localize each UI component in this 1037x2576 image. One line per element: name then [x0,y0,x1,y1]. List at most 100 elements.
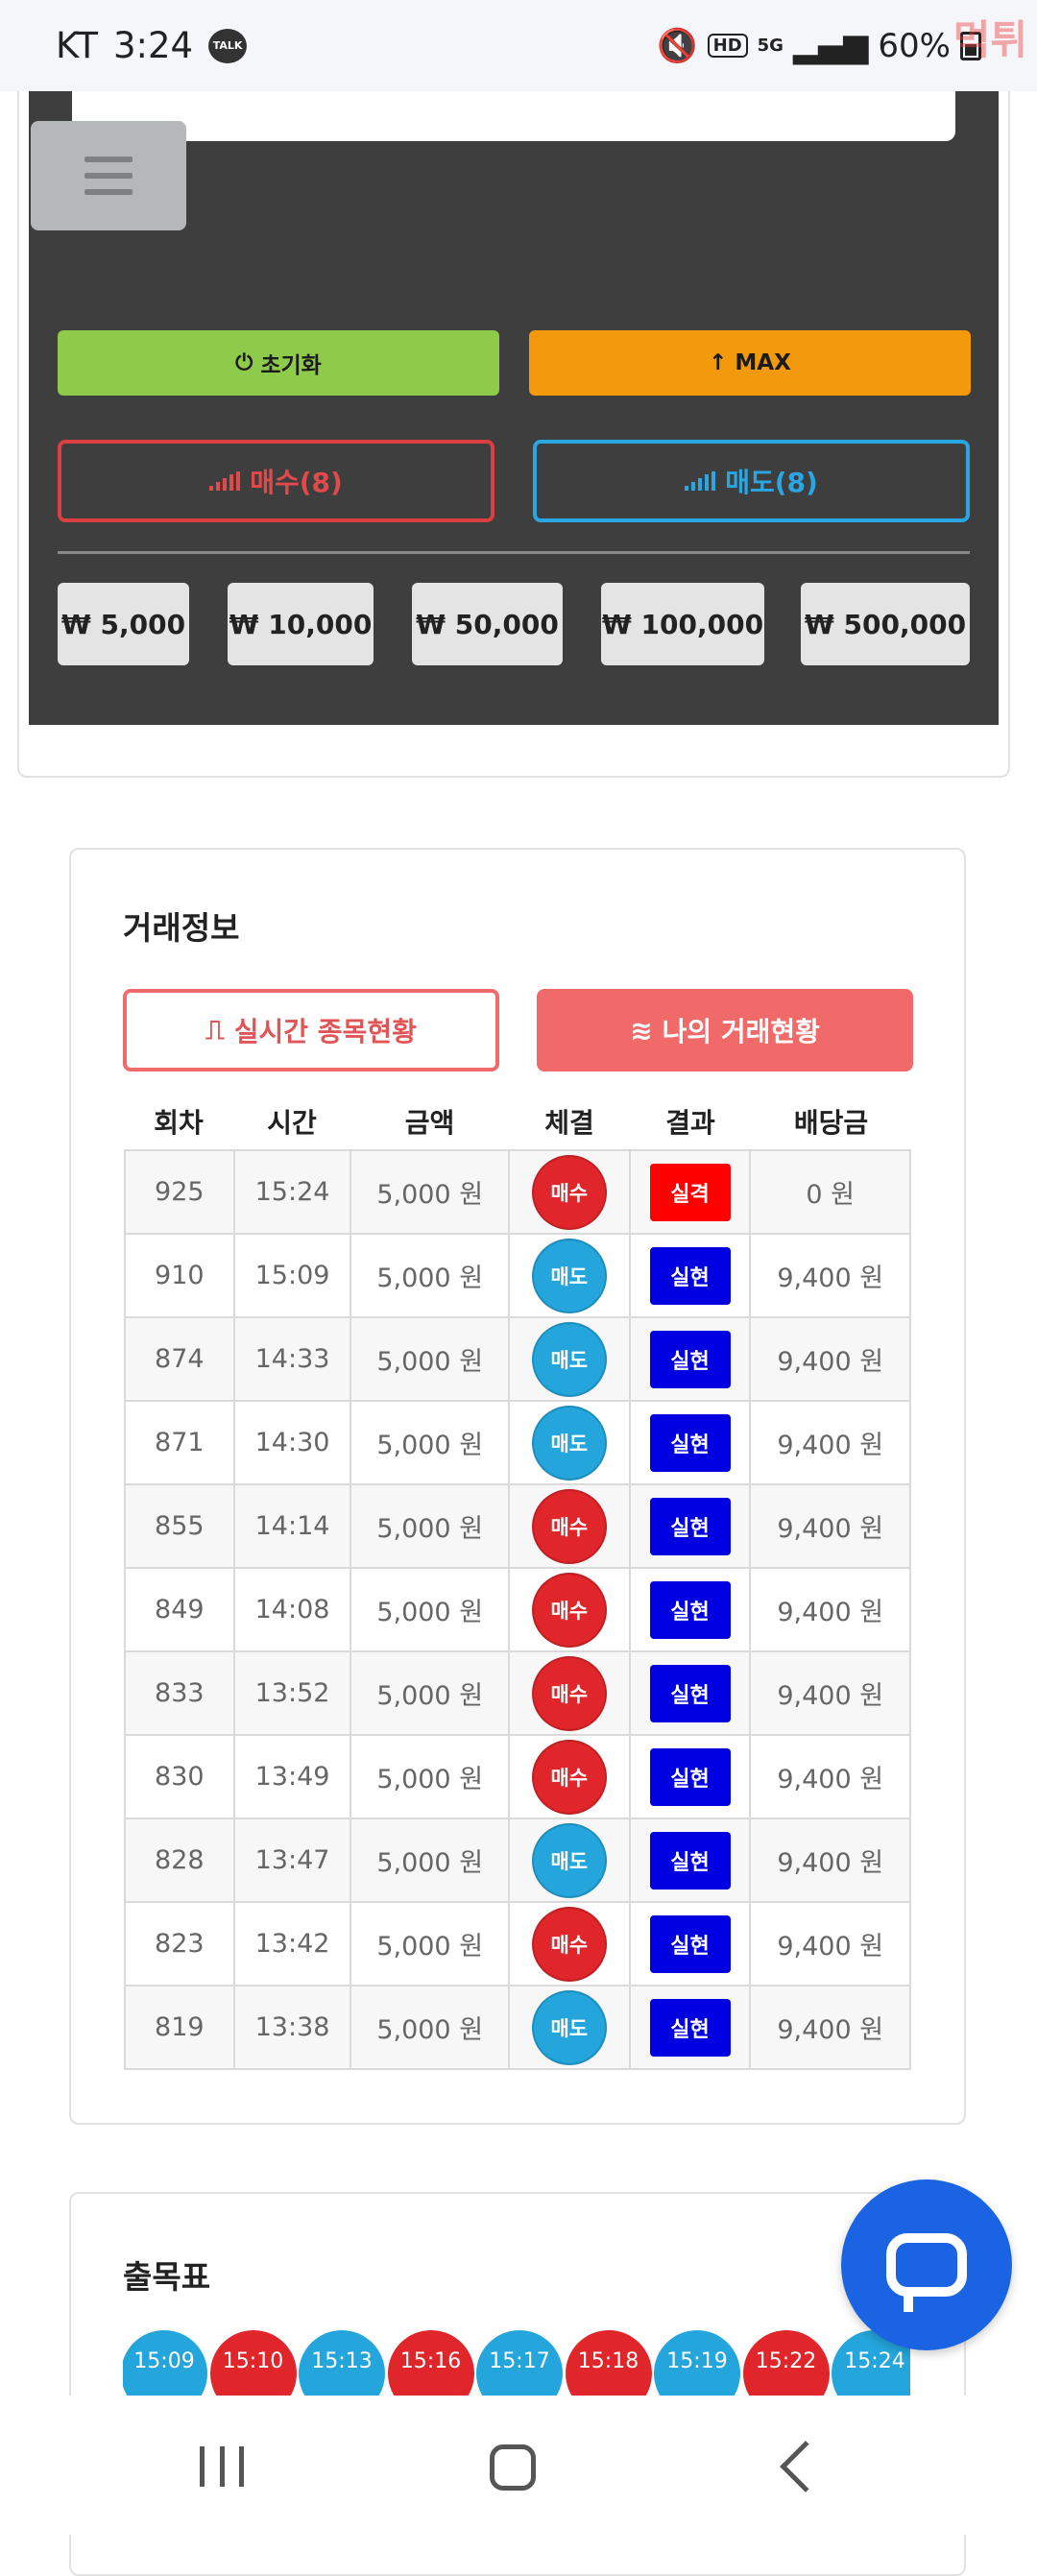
table-row: 830 13:49 5,000 원 매수 실현 9,400 원 [124,1734,911,1819]
result-circle-buy: 15:18 [565,2330,652,2395]
cell-time: 15:24 [232,1149,352,1235]
cell-payout: 9,400 원 [749,1650,911,1736]
cell-side: 매도 [507,1818,631,1903]
cell-round: 925 [124,1149,235,1235]
tab-live-label: 실시간 종목현황 [233,1016,417,1047]
amount-100000-button[interactable]: ₩ 100,000 [601,583,764,665]
battery-percent: 60% [878,26,951,65]
cell-round: 823 [124,1901,235,1986]
side-badge: 매도 [531,1238,607,1313]
result-badge: 실현 [649,1497,731,1555]
column-header-side: 체결 [544,1107,594,1139]
cell-round: 874 [124,1316,235,1402]
amount-500000-button[interactable]: ₩ 500,000 [801,583,970,665]
result-badge: 실현 [649,1747,731,1806]
tab-my-trades[interactable]: ≋ 나의 거래현황 [537,989,913,1071]
result-circle-sell: 15:13 [299,2330,385,2395]
cell-amount: 5,000 원 [350,1818,510,1903]
cell-result: 실현 [628,1567,752,1652]
cell-round: 833 [124,1650,235,1736]
cell-round: 871 [124,1400,235,1485]
side-badge: 매도 [531,1989,607,2065]
cell-time: 14:30 [232,1400,352,1485]
sell-button[interactable]: 매도(8) [533,440,970,522]
cell-payout: 9,400 원 [749,1818,911,1903]
cell-round: 819 [124,1985,235,2070]
cell-time: 13:52 [232,1650,352,1736]
recents-button[interactable] [200,2446,244,2487]
side-badge: 매수 [531,1488,607,1564]
result-circle-buy: 15:16 [387,2330,474,2395]
tab-mine-label: 나의 거래현황 [662,1016,820,1047]
amount-50000-button[interactable]: ₩ 50,000 [412,583,563,665]
buy-button[interactable]: 매수(8) [58,440,494,522]
cell-time: 13:49 [232,1734,352,1819]
table-row: 855 14:14 5,000 원 매수 실현 9,400 원 [124,1483,911,1569]
reset-label: 초기화 [260,353,322,378]
result-badge: 실현 [649,1246,731,1305]
table-row: 819 13:38 5,000 원 매도 실현 9,400 원 [124,1985,911,2070]
cell-amount: 5,000 원 [350,1149,510,1235]
results-title: 출목표 [123,2258,211,2296]
table-row: 874 14:33 5,000 원 매도 실현 9,400 원 [124,1316,911,1402]
reset-button[interactable]: ⏻ 초기화 [58,330,499,396]
trade-info-card [69,848,966,2125]
system-nav-bar [0,2395,1037,2535]
amount-10000-button[interactable]: ₩ 10,000 [228,583,374,665]
trade-control-card [17,91,1010,778]
side-badge: 매도 [531,1321,607,1397]
tab-live-status[interactable]: ⎍ 실시간 종목현황 [123,989,499,1071]
amount-5000-button[interactable]: ₩ 5,000 [58,583,189,665]
cell-side: 매도 [507,1400,631,1485]
pulse-icon: ⎍ [205,1014,225,1046]
trade-info-title: 거래정보 [123,909,240,947]
signal-bars-icon [685,471,716,491]
column-header-round: 회차 [154,1107,204,1139]
cell-result: 실현 [628,1650,752,1736]
result-circle-sell: 15:09 [123,2330,207,2395]
wave-lines-icon: ≋ [630,1014,653,1047]
cell-amount: 5,000 원 [350,1734,510,1819]
result-badge: 실현 [649,1914,731,1973]
cell-result: 실격 [628,1149,752,1235]
cell-time: 13:47 [232,1818,352,1903]
cell-side: 매수 [507,1149,631,1235]
side-badge: 매수 [531,1154,607,1230]
trade-history-table: 925 15:24 5,000 원 매수 실격 0 원 910 15:09 5,000 원 매도 실… [124,1149,911,2070]
table-row: 849 14:08 5,000 원 매수 실현 9,400 원 [124,1567,911,1652]
sell-label: 매도(8) [725,467,818,498]
cell-result: 실현 [628,1734,752,1819]
cell-side: 매도 [507,1985,631,2070]
cell-result: 실현 [628,1985,752,2070]
buy-label: 매수(8) [250,467,343,498]
arrow-up-icon: ↑ [709,350,728,375]
cell-result: 실현 [628,1400,752,1485]
cell-result: 실현 [628,1901,752,1986]
side-badge: 매수 [531,1739,607,1815]
cell-amount: 5,000 원 [350,1567,510,1652]
cell-payout: 9,400 원 [749,1985,911,2070]
table-row: 910 15:09 5,000 원 매도 실현 9,400 원 [124,1233,911,1318]
cell-amount: 5,000 원 [350,1985,510,2070]
cell-side: 매수 [507,1567,631,1652]
home-button[interactable] [490,2444,536,2491]
cell-amount: 5,000 원 [350,1233,510,1318]
result-badge: 실현 [649,1664,731,1722]
result-circle-sell: 15:17 [476,2330,563,2395]
max-button[interactable]: ↑ MAX [529,330,971,396]
cell-round: 855 [124,1483,235,1569]
cell-side: 매수 [507,1734,631,1819]
menu-button[interactable] [31,121,186,230]
table-row: 823 13:42 5,000 원 매수 실현 9,400 원 [124,1901,911,1986]
status-bar: KT 3:24 TALK 🔇 HD 5G ▂▄▆ 60% 먹튀 [0,0,1037,91]
cell-amount: 5,000 원 [350,1400,510,1485]
cell-time: 14:08 [232,1567,352,1652]
amount-input[interactable] [72,91,955,141]
table-row: 925 15:24 5,000 원 매수 실격 0 원 [124,1149,911,1235]
cell-payout: 9,400 원 [749,1901,911,1986]
result-badge: 실현 [649,1831,731,1890]
cell-time: 13:38 [232,1985,352,2070]
cell-time: 14:33 [232,1316,352,1402]
column-header-payout: 배당금 [793,1107,869,1139]
chat-button[interactable] [841,2179,1012,2350]
